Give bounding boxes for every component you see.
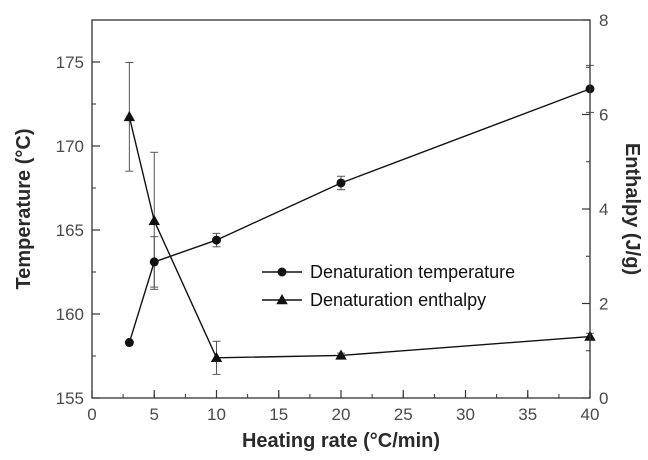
point-enthalpy [148, 214, 160, 226]
legend-enthalpy-marker [276, 294, 288, 305]
y-left-tick-label: 175 [56, 53, 84, 72]
plot-frame [91, 19, 591, 399]
y-axis-left-title: Temperature (°C) [13, 129, 35, 290]
x-tick-label: 25 [394, 405, 413, 424]
x-tick-label: 10 [207, 405, 226, 424]
series-lines-layer [128, 88, 591, 359]
point-temperature [212, 235, 221, 245]
y-left-tick-label: 170 [56, 137, 84, 156]
x-tick-label: 20 [332, 405, 351, 424]
point-enthalpy [123, 110, 136, 122]
y-right-tick-label: 2 [599, 295, 608, 314]
legend-enthalpy-label: Denaturation enthalpy [310, 290, 486, 310]
legend-temperature-marker [277, 267, 287, 277]
series-line-enthalpy [128, 116, 591, 359]
legend: Denaturation temperature Denaturation en… [262, 262, 515, 310]
x-tick-label: 30 [456, 405, 475, 424]
point-enthalpy [335, 349, 347, 360]
y-right-tick-label: 0 [599, 389, 608, 408]
point-temperature [149, 257, 159, 267]
point-temperature [124, 338, 134, 348]
legend-temperature-label: Denaturation temperature [310, 262, 515, 282]
y-right-tick-label: 4 [599, 200, 608, 219]
y-right-tick-label: 8 [599, 11, 608, 30]
y-left-tick-label: 155 [56, 389, 84, 408]
y-axis-right-title: Enthalpy (J/g) [621, 143, 643, 275]
markers-layer [123, 84, 596, 363]
x-tick-label: 5 [150, 405, 159, 424]
axes-layer: 0 5 10 15 20 25 30 35 40 155 160 165 170 175 0 2 4 6 8 [56, 11, 609, 424]
point-enthalpy [210, 351, 223, 363]
y-right-tick-label: 6 [599, 106, 608, 125]
x-tick-label: 0 [87, 405, 96, 424]
y-left-tick-label: 160 [56, 305, 84, 324]
error-bars-layer [125, 62, 594, 375]
point-temperature [336, 178, 346, 188]
x-axis-title: Heating rate (°C/min) [242, 430, 440, 452]
x-tick-label: 40 [581, 405, 600, 424]
y-left-tick-label: 165 [56, 221, 84, 240]
x-tick-label: 15 [269, 405, 288, 424]
x-tick-label: 35 [518, 405, 537, 424]
